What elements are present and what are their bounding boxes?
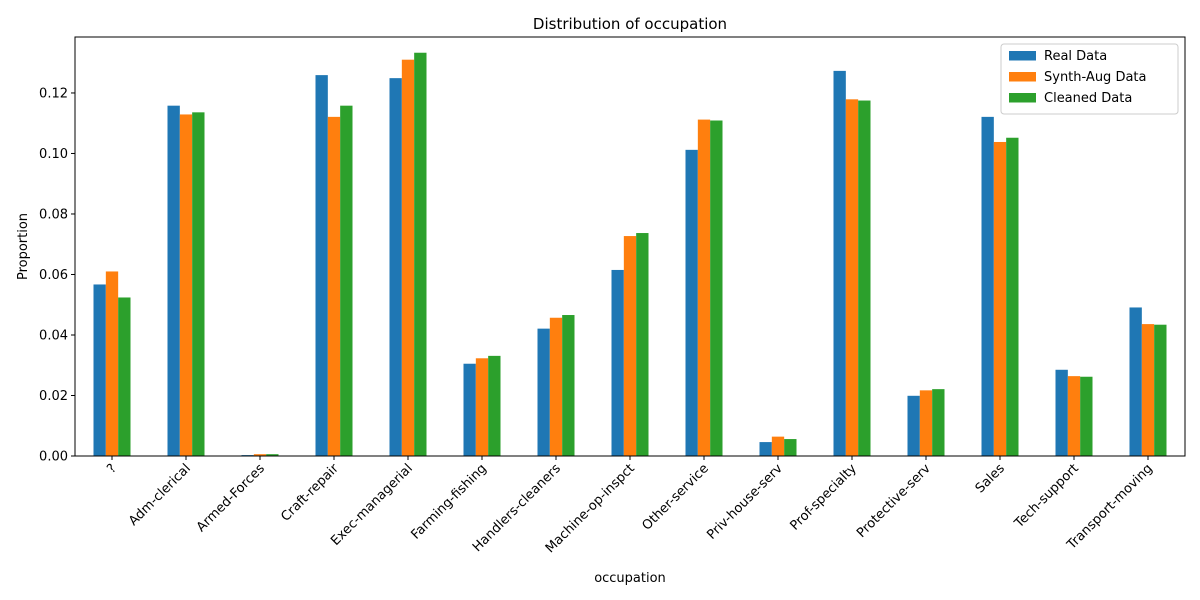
- x-axis: ? Adm-clerical Armed-Forces Craft-repairExe…: [104, 456, 1156, 556]
- bar-synth-aug-data-11: [919, 390, 933, 456]
- bar-real-data-5: [463, 363, 476, 456]
- bar-synth-aug-data-14: [1141, 324, 1155, 456]
- bar-synth-aug-data-5: [475, 358, 489, 456]
- y-tick-label: 0.00: [39, 450, 68, 465]
- x-tick-label: Protective-serv: [854, 461, 934, 541]
- bar-real-data-4: [389, 78, 402, 457]
- legend-swatch-2: [1009, 93, 1036, 103]
- x-tick-label: Other-service: [639, 461, 711, 533]
- x-tick-label: Sales: [973, 461, 1008, 496]
- bar-synth-aug-data-9: [771, 436, 785, 456]
- legend-swatch-0: [1009, 51, 1036, 61]
- x-tick-label: Farming-fishing: [408, 461, 489, 542]
- bar-synth-aug-data-13: [1067, 376, 1081, 456]
- x-tick-label: Adm-clerical: [126, 461, 194, 529]
- x-tick-label: Prof-specialty: [787, 461, 860, 534]
- y-tick-label: 0.02: [39, 389, 68, 404]
- bar-cleaned-data-0: [118, 297, 131, 456]
- y-axis: 0.00 0.02 0.04 0.06 0.08 0.10 0.12: [39, 86, 75, 465]
- bar-real-data-14: [1129, 307, 1142, 456]
- legend-label-1: Synth-Aug Data: [1044, 70, 1146, 85]
- y-tick-label: 0.08: [39, 207, 68, 222]
- bar-synth-aug-data-3: [327, 116, 341, 456]
- legend: Real Data Synth-Aug Data Cleaned Data: [1000, 43, 1179, 115]
- y-tick-label: 0.04: [39, 328, 68, 343]
- bar-synth-aug-data-6: [549, 317, 563, 456]
- chart-title: Distribution of occupation: [533, 15, 727, 33]
- legend-box: [1000, 43, 1179, 115]
- bar-synth-aug-data-12: [993, 141, 1007, 456]
- x-axis-label: occupation: [594, 571, 666, 586]
- plot-frame: [74, 36, 1186, 457]
- bar-real-data-11: [907, 395, 920, 456]
- bar-cleaned-data-6: [562, 315, 575, 456]
- bar-real-data-12: [981, 116, 994, 456]
- bar-cleaned-data-2: [266, 454, 279, 456]
- bar-real-data-3: [315, 75, 328, 456]
- bar-cleaned-data-4: [414, 52, 427, 456]
- bar-real-data-7: [611, 269, 624, 456]
- bar-real-data-1: [167, 105, 180, 456]
- bar-cleaned-data-11: [932, 389, 945, 456]
- bar-cleaned-data-13: [1080, 376, 1093, 456]
- bars-group: [93, 52, 1167, 457]
- bar-synth-aug-data-10: [845, 99, 859, 456]
- bar-cleaned-data-12: [1006, 137, 1019, 456]
- y-tick-label: 0.10: [39, 147, 68, 162]
- bar-real-data-6: [537, 328, 550, 456]
- bar-cleaned-data-10: [858, 100, 871, 456]
- x-tick-label: Priv-house-serv: [704, 461, 786, 543]
- legend-swatch-1: [1009, 72, 1036, 82]
- bar-cleaned-data-1: [192, 112, 205, 457]
- bar-cleaned-data-8: [710, 120, 723, 457]
- x-tick-label: Tech-support: [1011, 461, 1082, 532]
- bar-real-data-8: [685, 149, 698, 457]
- bar-real-data-0: [93, 284, 106, 456]
- x-tick-label: ?: [104, 461, 119, 476]
- bar-synth-aug-data-7: [623, 236, 637, 456]
- bar-synth-aug-data-1: [179, 114, 193, 456]
- bar-cleaned-data-9: [784, 439, 797, 456]
- bar-synth-aug-data-0: [105, 271, 119, 456]
- y-tick-label: 0.12: [39, 86, 68, 101]
- x-tick-label: Exec-managerial: [328, 461, 416, 549]
- bar-real-data-13: [1055, 369, 1068, 456]
- bar-synth-aug-data-2: [253, 454, 267, 456]
- bar-cleaned-data-3: [340, 105, 353, 456]
- legend-label-2: Cleaned Data: [1044, 91, 1132, 106]
- bar-real-data-9: [759, 442, 772, 456]
- bar-cleaned-data-7: [636, 233, 649, 456]
- bar-cleaned-data-14: [1154, 324, 1167, 456]
- bar-synth-aug-data-4: [401, 59, 415, 457]
- legend-label-0: Real Data: [1044, 49, 1107, 64]
- bar-cleaned-data-5: [488, 355, 501, 456]
- bar-real-data-10: [833, 70, 846, 457]
- x-tick-label: Craft-repair: [278, 461, 342, 525]
- x-tick-label: Armed-Forces: [194, 461, 268, 535]
- y-axis-label: Proportion: [16, 213, 31, 280]
- y-tick-label: 0.06: [39, 268, 68, 283]
- bar-synth-aug-data-8: [697, 119, 711, 456]
